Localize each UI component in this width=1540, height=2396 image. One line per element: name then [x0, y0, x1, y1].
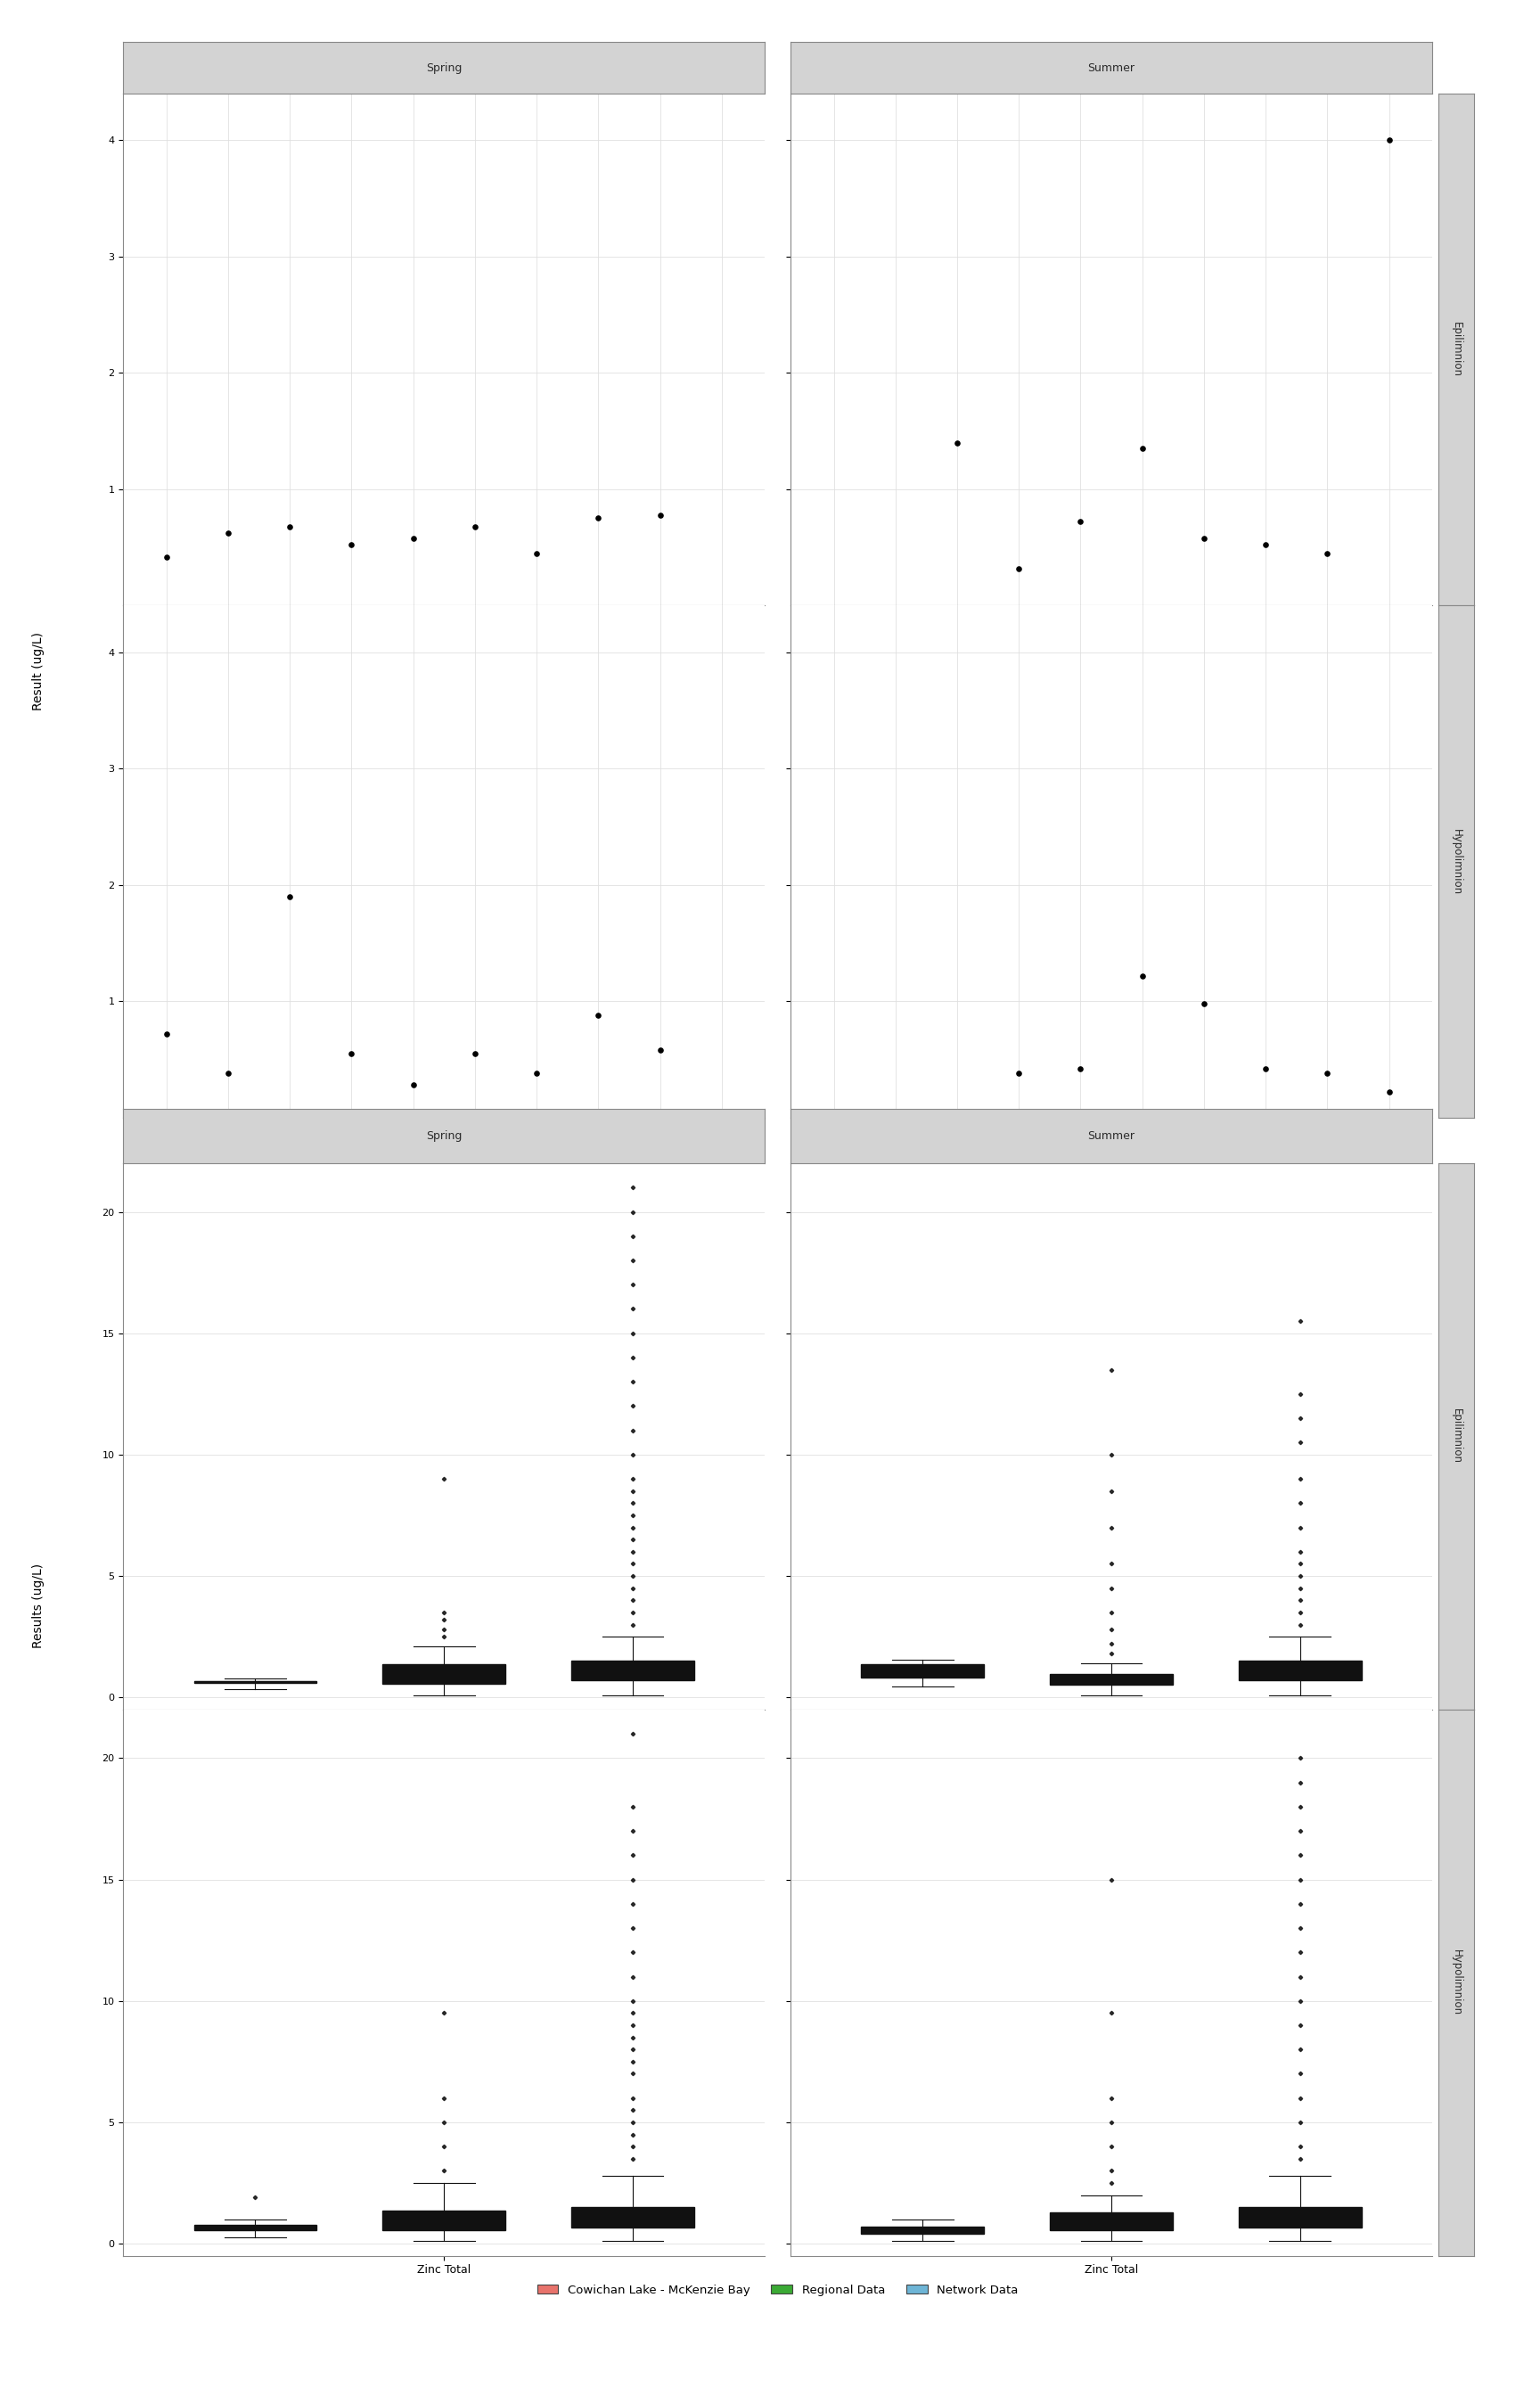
Point [339, 1035, 363, 1073]
PathPatch shape [1050, 1675, 1172, 1684]
Point [1007, 549, 1032, 587]
Point [277, 508, 302, 546]
PathPatch shape [383, 2212, 505, 2231]
PathPatch shape [194, 1682, 317, 1684]
Text: Zinc Total: Zinc Total [123, 67, 225, 84]
Point [154, 537, 179, 575]
Text: Results (ug/L): Results (ug/L) [32, 1562, 45, 1648]
Point [400, 1066, 425, 1105]
Text: Result (ug/L): Result (ug/L) [32, 633, 45, 709]
PathPatch shape [383, 1665, 505, 1684]
Point [1192, 520, 1217, 558]
PathPatch shape [1238, 2207, 1361, 2228]
Point [585, 997, 610, 1035]
Point [585, 498, 610, 537]
Point [277, 877, 302, 915]
Legend: Cowichan Lake - McKenzie Bay, Regional Data, Network Data: Cowichan Lake - McKenzie Bay, Regional D… [533, 2281, 1023, 2300]
Point [400, 520, 425, 558]
Point [154, 1016, 179, 1054]
Point [1130, 956, 1155, 994]
PathPatch shape [1238, 1660, 1361, 1680]
Point [524, 1054, 548, 1093]
Point [524, 534, 548, 573]
Point [339, 525, 363, 563]
Point [1192, 985, 1217, 1023]
Point [1254, 1049, 1278, 1088]
Point [1377, 120, 1401, 158]
Point [1254, 525, 1278, 563]
Point [1377, 1073, 1401, 1112]
Point [648, 496, 673, 534]
Point [1130, 429, 1155, 467]
Point [216, 515, 240, 553]
Point [946, 424, 970, 462]
PathPatch shape [861, 2226, 984, 2233]
Point [1315, 534, 1340, 573]
Point [1069, 1049, 1093, 1088]
Point [1007, 1054, 1032, 1093]
Point [462, 1035, 487, 1073]
PathPatch shape [1050, 2212, 1172, 2231]
PathPatch shape [571, 1660, 695, 1680]
Point [462, 508, 487, 546]
PathPatch shape [861, 1665, 984, 1677]
PathPatch shape [571, 2207, 695, 2228]
Point [1069, 503, 1093, 541]
Point [216, 1054, 240, 1093]
Point [648, 1030, 673, 1069]
PathPatch shape [194, 2226, 317, 2231]
Text: Comparison with Network Data: Comparison with Network Data [123, 1136, 451, 1155]
Point [1315, 1054, 1340, 1093]
